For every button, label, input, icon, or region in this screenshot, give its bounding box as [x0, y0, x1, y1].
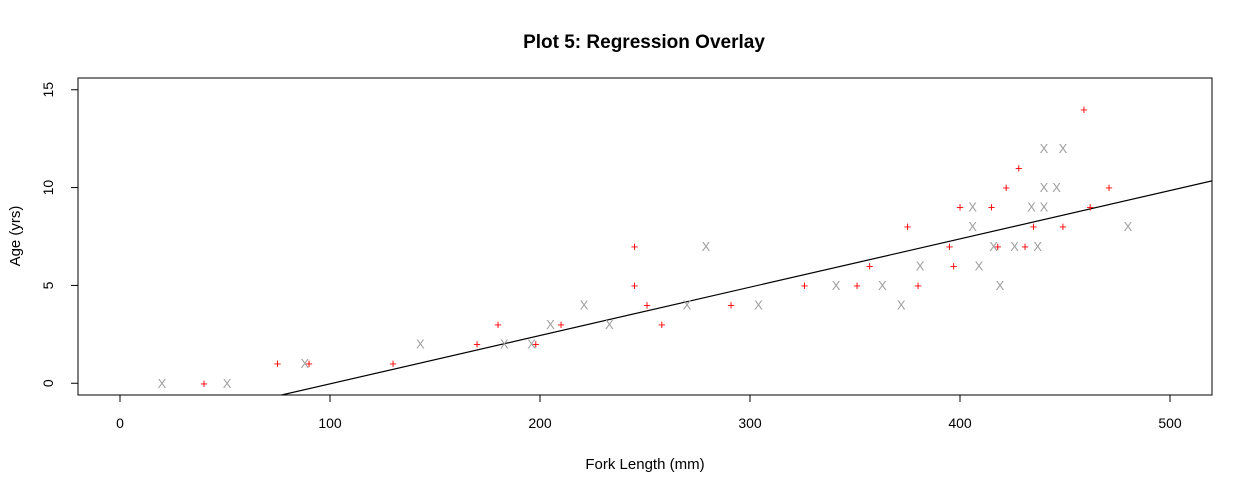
plus-marker: + [1030, 219, 1038, 234]
x-marker: X [1040, 141, 1049, 156]
x-marker: X [683, 297, 692, 312]
plot-area: ++ + +++++++++++ +++++++ ++++++ ++++X XXX X XXXX… [158, 102, 1212, 395]
plus-marker: + [658, 317, 666, 332]
x-tick-label: 200 [528, 415, 552, 431]
plus-marker: + [988, 200, 996, 215]
plus-marker: + [643, 297, 651, 312]
x-marker: X [605, 317, 614, 332]
x-tick-label: 500 [1158, 415, 1182, 431]
x-marker: X [300, 356, 309, 371]
plus-marker: + [956, 200, 964, 215]
plus-marker: + [557, 317, 565, 332]
plus-marker: + [274, 356, 282, 371]
x-marker: X [416, 337, 425, 352]
y-axis-label: Age (yrs) [7, 206, 24, 267]
x-marker: X [968, 200, 977, 215]
x-marker: X [158, 376, 167, 391]
x-marker: X [916, 258, 925, 273]
x-marker: X [1027, 200, 1036, 215]
plus-marker: + [801, 278, 809, 293]
plus-marker: + [994, 239, 1002, 254]
x-marker: X [878, 278, 887, 293]
x-tick-label: 100 [318, 415, 342, 431]
x-marker: X [754, 297, 763, 312]
x-marker: X [580, 297, 589, 312]
plus-marker: + [532, 337, 540, 352]
plus-marker: + [305, 356, 313, 371]
x-axis-label: Fork Length (mm) [585, 456, 704, 473]
x-marker: X [1040, 180, 1049, 195]
x-marker: X [1033, 239, 1042, 254]
x-marker: X [975, 258, 984, 273]
x-marker: X [1010, 239, 1019, 254]
plus-marker: + [946, 239, 954, 254]
x-marker: X [1040, 200, 1049, 215]
x-tick-label: 400 [948, 415, 972, 431]
plus-marker: + [631, 278, 639, 293]
x-marker: X [989, 239, 998, 254]
y-tick-label: 0 [40, 379, 56, 387]
plus-marker: + [1080, 102, 1088, 117]
regression-line [281, 180, 1212, 395]
plus-marker: + [494, 317, 502, 332]
x-marker: X [1124, 219, 1133, 234]
plus-marker: + [950, 258, 958, 273]
x-marker: X [500, 337, 509, 352]
plus-marker: + [866, 258, 874, 273]
x-marker: X [1059, 141, 1068, 156]
x-marker: X [527, 337, 536, 352]
plot-frame [77, 77, 1213, 396]
x-marker: X [1052, 180, 1061, 195]
x-marker: X [702, 239, 711, 254]
plus-marker: + [1086, 200, 1094, 215]
y-tick-label: 15 [40, 82, 56, 98]
x-tick-label: 300 [738, 415, 762, 431]
x-marker: X [968, 219, 977, 234]
plus-marker: + [1015, 161, 1023, 176]
x-marker: X [223, 376, 232, 391]
x-marker: X [546, 317, 555, 332]
x-marker: X [897, 297, 906, 312]
x-tick-label: 0 [116, 415, 124, 431]
y-tick-label: 10 [40, 180, 56, 196]
x-axis: 0 100 200 300 400 500 [116, 394, 1182, 431]
plus-marker: + [200, 376, 208, 391]
plus-marker: + [1059, 219, 1067, 234]
plus-marker: + [914, 278, 922, 293]
y-axis: 0 5 10 15 [40, 82, 79, 387]
chart-title: Plot 5: Regression Overlay [523, 32, 765, 53]
x-marker: X [996, 278, 1005, 293]
x-marker: X [832, 278, 841, 293]
y-tick-label: 5 [40, 281, 56, 289]
plus-marker: + [1105, 180, 1113, 195]
plus-marker: + [631, 239, 639, 254]
plus-marker: + [1021, 239, 1029, 254]
plus-marker: + [853, 278, 861, 293]
plus-marker: + [904, 219, 912, 234]
plus-marker: + [473, 337, 481, 352]
plus-marker: + [727, 297, 735, 312]
plus-marker: + [1002, 180, 1010, 195]
plus-marker: + [389, 356, 397, 371]
